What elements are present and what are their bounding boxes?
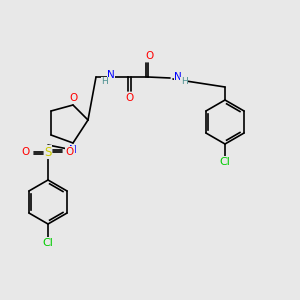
- Text: N: N: [174, 72, 182, 82]
- Text: H: H: [181, 77, 188, 86]
- Text: Cl: Cl: [43, 238, 53, 248]
- Text: O: O: [145, 51, 153, 61]
- Text: O: O: [22, 147, 30, 157]
- Text: O: O: [70, 93, 78, 103]
- Text: O: O: [125, 93, 133, 103]
- Text: N: N: [107, 70, 115, 80]
- Text: S: S: [44, 146, 52, 158]
- Text: H: H: [102, 77, 108, 86]
- Text: Cl: Cl: [220, 157, 230, 167]
- Text: O: O: [66, 147, 74, 157]
- Text: N: N: [69, 145, 77, 155]
